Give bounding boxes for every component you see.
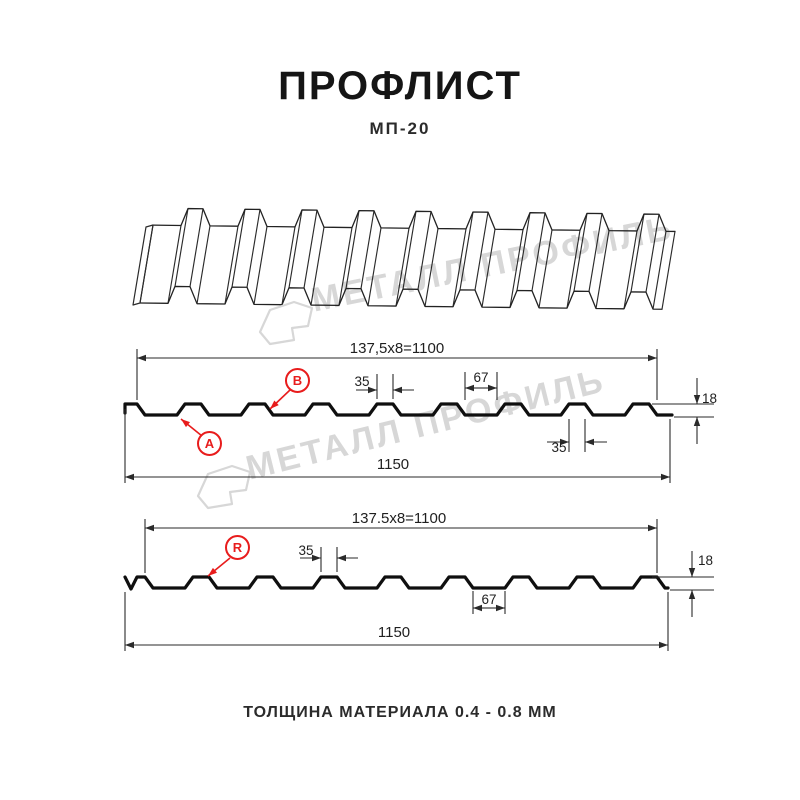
page-title: ПРОФЛИСТ bbox=[278, 64, 522, 108]
watermark-logo bbox=[258, 300, 314, 346]
dim-working-width-r: 137.5x8=1100 bbox=[351, 510, 447, 527]
callout-side-b: B bbox=[285, 368, 310, 393]
profile-model-subtitle: МП-20 bbox=[369, 119, 431, 138]
profile-3d-drawing bbox=[132, 207, 676, 310]
dim-valley-ab: 67 bbox=[473, 370, 489, 385]
dim-height-ab: 18 bbox=[702, 391, 718, 406]
thickness-note: ТОЛЩИНА МАТЕРИАЛА 0.4 - 0.8 ММ bbox=[243, 704, 557, 721]
profile-section-r bbox=[123, 519, 714, 651]
callout-side-a: A bbox=[197, 431, 222, 456]
dim-rib-top-ab: 35 bbox=[354, 374, 370, 389]
dim-valley-r: 67 bbox=[481, 592, 497, 607]
dim-height-r: 18 bbox=[698, 553, 714, 568]
dim-total-width-ab: 1150 bbox=[376, 456, 410, 473]
profile-section-ab bbox=[123, 349, 714, 483]
dim-working-width-ab: 137,5x8=1100 bbox=[349, 340, 445, 357]
dim-rib-bottom-ab: 35 bbox=[551, 440, 567, 455]
watermark-logo bbox=[196, 464, 252, 510]
dim-total-width-r: 1150 bbox=[377, 624, 411, 641]
dim-rib-top-r: 35 bbox=[298, 543, 314, 558]
callout-side-r: R bbox=[225, 535, 250, 560]
